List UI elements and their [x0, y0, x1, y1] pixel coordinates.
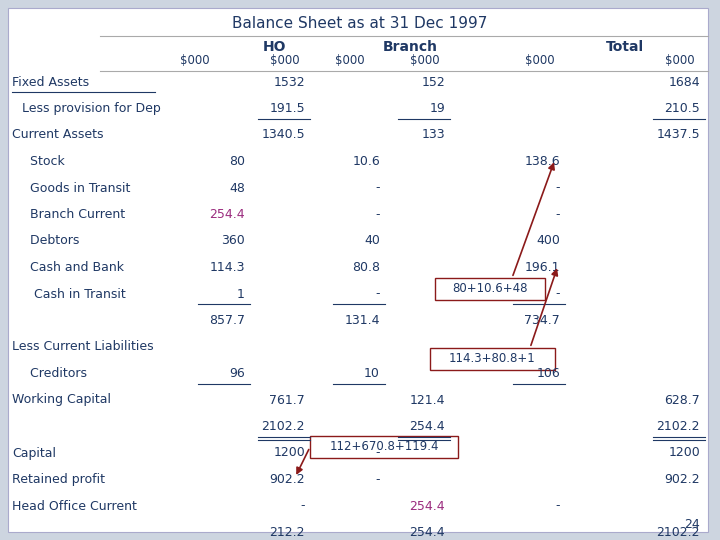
Text: 628.7: 628.7	[665, 394, 700, 407]
Text: Current Assets: Current Assets	[12, 129, 104, 141]
Bar	[310, 436, 458, 458]
Text: 360: 360	[221, 234, 245, 247]
Text: Creditors: Creditors	[22, 367, 87, 380]
Text: 400: 400	[536, 234, 560, 247]
Text: 80+10.6+48: 80+10.6+48	[452, 282, 528, 295]
Text: 2102.2: 2102.2	[657, 526, 700, 539]
Text: 191.5: 191.5	[269, 102, 305, 115]
Text: 106: 106	[536, 367, 560, 380]
Text: 80: 80	[229, 155, 245, 168]
Text: Branch: Branch	[382, 40, 438, 54]
Text: Total: Total	[606, 40, 644, 54]
Text: 114.3+80.8+1: 114.3+80.8+1	[449, 353, 536, 366]
Text: -: -	[556, 181, 560, 194]
Text: Goods in Transit: Goods in Transit	[22, 181, 130, 194]
Text: 10.6: 10.6	[352, 155, 380, 168]
Text: Cash in Transit: Cash in Transit	[22, 287, 126, 300]
Text: $000: $000	[181, 55, 210, 68]
Text: 212.2: 212.2	[269, 526, 305, 539]
Text: Head Office Current: Head Office Current	[12, 500, 137, 512]
Text: -: -	[376, 208, 380, 221]
Text: 24: 24	[684, 517, 700, 530]
Text: Balance Sheet as at 31 Dec 1997: Balance Sheet as at 31 Dec 1997	[233, 17, 487, 31]
Text: -: -	[556, 287, 560, 300]
Text: 1532: 1532	[274, 76, 305, 89]
Text: 112+670.8+119.4: 112+670.8+119.4	[329, 441, 438, 454]
Text: 196.1: 196.1	[524, 261, 560, 274]
Text: -: -	[376, 181, 380, 194]
Text: -: -	[376, 473, 380, 486]
Text: -: -	[376, 287, 380, 300]
Text: 131.4: 131.4	[344, 314, 380, 327]
Text: Less Current Liabilities: Less Current Liabilities	[12, 341, 153, 354]
Text: 19: 19	[429, 102, 445, 115]
Text: 254.4: 254.4	[410, 500, 445, 512]
Text: $000: $000	[410, 55, 440, 68]
Text: Retained profit: Retained profit	[12, 473, 105, 486]
Text: Cash and Bank: Cash and Bank	[22, 261, 124, 274]
Text: 121.4: 121.4	[410, 394, 445, 407]
Text: 761.7: 761.7	[269, 394, 305, 407]
Text: $000: $000	[526, 55, 555, 68]
Text: Fixed Assets: Fixed Assets	[12, 76, 89, 89]
Text: Branch Current: Branch Current	[22, 208, 125, 221]
Text: -: -	[300, 500, 305, 512]
Text: 114.3: 114.3	[210, 261, 245, 274]
Text: 1437.5: 1437.5	[657, 129, 700, 141]
Text: 40: 40	[364, 234, 380, 247]
Text: 2102.2: 2102.2	[261, 420, 305, 433]
Text: 857.7: 857.7	[209, 314, 245, 327]
Text: -: -	[556, 208, 560, 221]
Text: 96: 96	[229, 367, 245, 380]
Text: 2102.2: 2102.2	[657, 420, 700, 433]
Text: $000: $000	[665, 55, 695, 68]
Text: 1: 1	[237, 287, 245, 300]
Text: 152: 152	[421, 76, 445, 89]
Text: Less provision for Dep: Less provision for Dep	[22, 102, 161, 115]
Text: -: -	[376, 447, 380, 460]
Text: Debtors: Debtors	[22, 234, 79, 247]
Text: 1340.5: 1340.5	[261, 129, 305, 141]
Text: 902.2: 902.2	[269, 473, 305, 486]
Bar	[435, 278, 545, 300]
Text: 1200: 1200	[274, 447, 305, 460]
Text: 254.4: 254.4	[210, 208, 245, 221]
Text: 734.7: 734.7	[524, 314, 560, 327]
Text: Capital: Capital	[12, 447, 56, 460]
Text: $000: $000	[271, 55, 300, 68]
Text: 133: 133	[421, 129, 445, 141]
Text: 1200: 1200	[668, 447, 700, 460]
Text: Working Capital: Working Capital	[12, 394, 111, 407]
Text: 80.8: 80.8	[352, 261, 380, 274]
Text: 902.2: 902.2	[665, 473, 700, 486]
Text: Stock: Stock	[22, 155, 65, 168]
Text: HO: HO	[264, 40, 287, 54]
Text: 1684: 1684	[668, 76, 700, 89]
Text: 138.6: 138.6	[524, 155, 560, 168]
Text: 48: 48	[229, 181, 245, 194]
Text: $000: $000	[336, 55, 365, 68]
Text: 254.4: 254.4	[410, 420, 445, 433]
Text: 10: 10	[364, 367, 380, 380]
Text: 210.5: 210.5	[665, 102, 700, 115]
Bar	[430, 348, 555, 370]
Text: 254.4: 254.4	[410, 526, 445, 539]
Text: -: -	[556, 500, 560, 512]
